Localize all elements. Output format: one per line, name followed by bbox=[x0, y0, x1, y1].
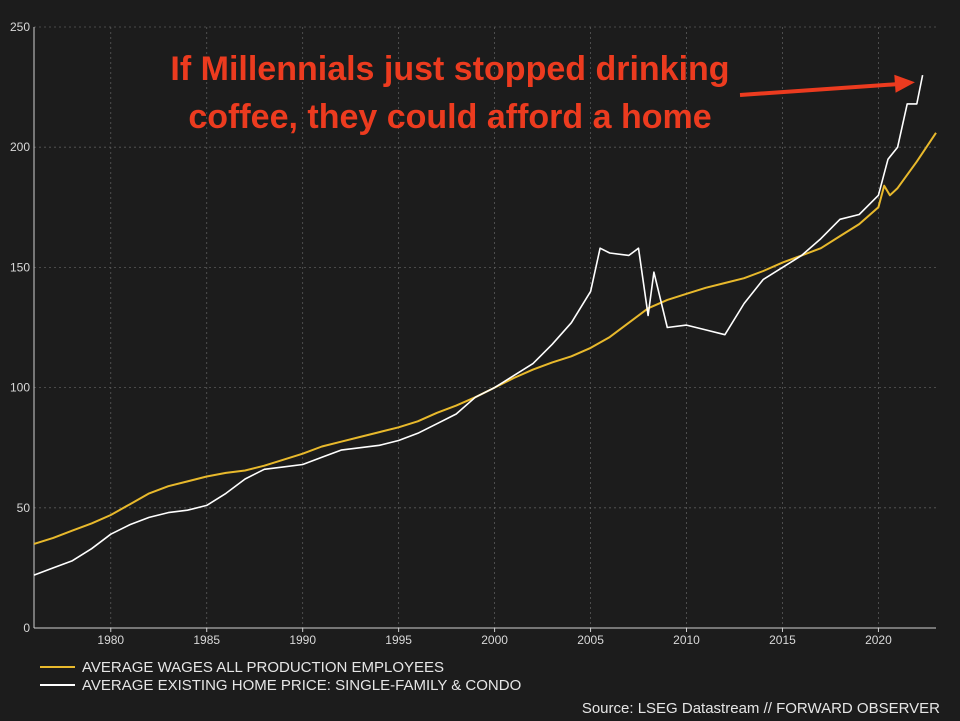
grid bbox=[34, 26, 936, 629]
axes: 0 50 100 150 200 250 1980 1985 1990 1995 2000 2005 2… bbox=[10, 20, 936, 647]
x-tick-label: 2000 bbox=[481, 633, 508, 647]
annotation-arrow bbox=[739, 74, 915, 97]
y-tick-label: 50 bbox=[17, 501, 31, 515]
x-tick-label: 2020 bbox=[865, 633, 892, 647]
x-tick-label: 2015 bbox=[769, 633, 796, 647]
legend-label-wages: AVERAGE WAGES ALL PRODUCTION EMPLOYEES bbox=[82, 659, 444, 676]
y-tick-label: 100 bbox=[10, 381, 30, 395]
y-tick-label: 150 bbox=[10, 260, 30, 274]
series bbox=[33, 74, 937, 576]
series-line-home-price bbox=[33, 74, 924, 576]
x-tick-label: 1985 bbox=[193, 633, 220, 647]
annotation: If Millennials just stopped drinking cof… bbox=[170, 50, 915, 136]
legend-label-home-price: AVERAGE EXISTING HOME PRICE: SINGLE-FAMI… bbox=[82, 677, 521, 694]
x-tick-label: 1990 bbox=[289, 633, 316, 647]
annotation-line-2: coffee, they could afford a home bbox=[188, 98, 711, 136]
x-tick-label: 1980 bbox=[97, 633, 124, 647]
legend: AVERAGE WAGES ALL PRODUCTION EMPLOYEES A… bbox=[40, 659, 521, 694]
y-tick-label: 0 bbox=[23, 621, 30, 635]
annotation-arrow-head bbox=[894, 74, 915, 93]
x-tick-label: 1995 bbox=[385, 633, 412, 647]
annotation-line-1: If Millennials just stopped drinking bbox=[170, 50, 729, 88]
x-tick-label: 2010 bbox=[673, 633, 700, 647]
source-credit: Source: LSEG Datastream // FORWARD OBSER… bbox=[582, 700, 940, 717]
series-line-wages bbox=[33, 132, 937, 545]
y-tick-label: 250 bbox=[10, 20, 30, 34]
x-tick-label: 2005 bbox=[577, 633, 604, 647]
annotation-arrow-shaft bbox=[739, 81, 904, 97]
y-tick-label: 200 bbox=[10, 140, 30, 154]
